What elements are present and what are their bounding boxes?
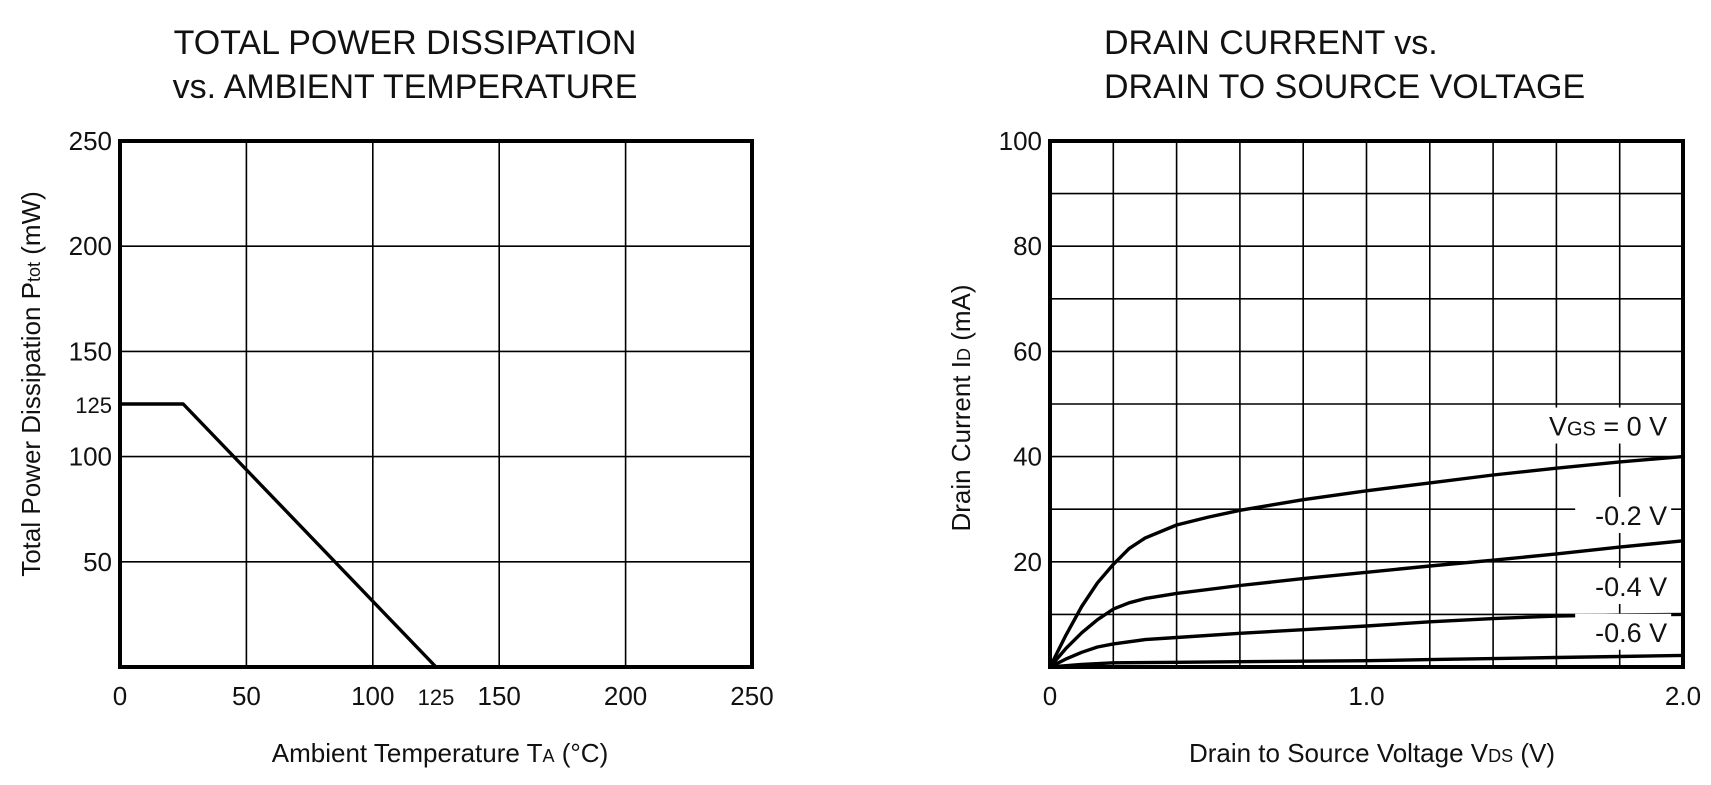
series-label-value: -0.4 V [1595, 572, 1667, 602]
axis-label-main: Total Power Dissipation P [16, 282, 46, 577]
series-line-0 [118, 402, 438, 669]
series-label-subscript: GS [1567, 419, 1596, 441]
series-line-0 [1048, 454, 1685, 669]
series-line-2 [1048, 612, 1685, 669]
series-label-value: -0.6 V [1595, 618, 1667, 648]
chart-title-line-1: TOTAL POWER DISSIPATION [174, 24, 637, 62]
y-tick-label: 100 [999, 126, 1042, 156]
x-tick-label: 100 [351, 681, 394, 711]
x-tick-label: 0 [1043, 681, 1057, 711]
x-tick-label: 50 [232, 681, 261, 711]
y-tick-label: 40 [1013, 442, 1042, 472]
y-tick-label: 50 [83, 547, 112, 577]
plot-frame [1048, 139, 1685, 669]
series-label: -0.6 V [1595, 618, 1667, 648]
axis-label-unit: (mW) [16, 191, 46, 262]
axis-label-subscript: tot [24, 262, 44, 282]
axis-label-subscript: D [954, 348, 974, 361]
y-tick-label: 80 [1013, 231, 1042, 261]
x-tick-label: 250 [730, 681, 773, 711]
y-axis-label: Drain Current ID (mA) [946, 284, 976, 531]
series-label: VGS = 0 V [1549, 412, 1667, 442]
drain-current-chart: 0 1.0 2.0 20 40 60 80 100 VGS = 0 V -0.2 V -0.4 V -… [946, 24, 1701, 768]
axis-label-main: Drain to Source Voltage V [1189, 738, 1489, 768]
series-label-background [1575, 496, 1672, 533]
chart-title-line-1: DRAIN CURRENT vs. [1104, 24, 1438, 62]
series-label-value: -0.2 V [1595, 501, 1667, 531]
y-tick-label: 20 [1013, 547, 1042, 577]
series-label: -0.4 V [1595, 572, 1667, 602]
y-tick-label: 60 [1013, 336, 1042, 366]
plot-frame [118, 139, 754, 669]
series-line-3 [1048, 653, 1685, 669]
power-dissipation-chart: 0 50 100 125 150 200 250 50 100 125 150 200 250 TOTA… [16, 24, 774, 768]
x-tick-label: 150 [478, 681, 521, 711]
axis-label-unit: (mA) [946, 284, 976, 348]
x-tick-label: 0 [113, 681, 127, 711]
axis-label-unit: (°C) [555, 738, 609, 768]
y-tick-label: 250 [69, 126, 112, 156]
y-tick-label: 150 [69, 336, 112, 366]
axis-label-subscript: A [543, 746, 555, 766]
x-tick-label: 2.0 [1665, 681, 1701, 711]
axis-label-main: Drain Current I [946, 361, 976, 532]
series-label-background [1575, 613, 1672, 650]
series-line-1 [1048, 539, 1685, 669]
series-label-background [1575, 567, 1672, 604]
series-label: -0.2 V [1595, 501, 1667, 531]
series-label-main: V [1549, 412, 1567, 442]
chart-title-line-2: DRAIN TO SOURCE VOLTAGE [1104, 68, 1585, 106]
x-tick-label: 200 [604, 681, 647, 711]
y-axis-label: Total Power Dissipation Ptot (mW) [16, 191, 46, 577]
y-tick-label: 200 [69, 231, 112, 261]
series-label-background [1537, 407, 1672, 444]
x-tick-label: 1.0 [1348, 681, 1384, 711]
axis-label-subscript: DS [1488, 746, 1513, 766]
axis-label-main: Ambient Temperature T [272, 738, 543, 768]
y-tick-label: 125 [75, 393, 112, 418]
x-axis-label: Ambient Temperature TA (°C) [272, 738, 608, 768]
axis-label-unit: (V) [1513, 738, 1555, 768]
x-tick-label: 125 [418, 685, 455, 710]
x-axis-label: Drain to Source Voltage VDS (V) [1189, 738, 1555, 768]
y-tick-label: 100 [69, 442, 112, 472]
chart-title-line-2: vs. AMBIENT TEMPERATURE [173, 68, 638, 106]
series-label-value: = 0 V [1596, 412, 1667, 442]
